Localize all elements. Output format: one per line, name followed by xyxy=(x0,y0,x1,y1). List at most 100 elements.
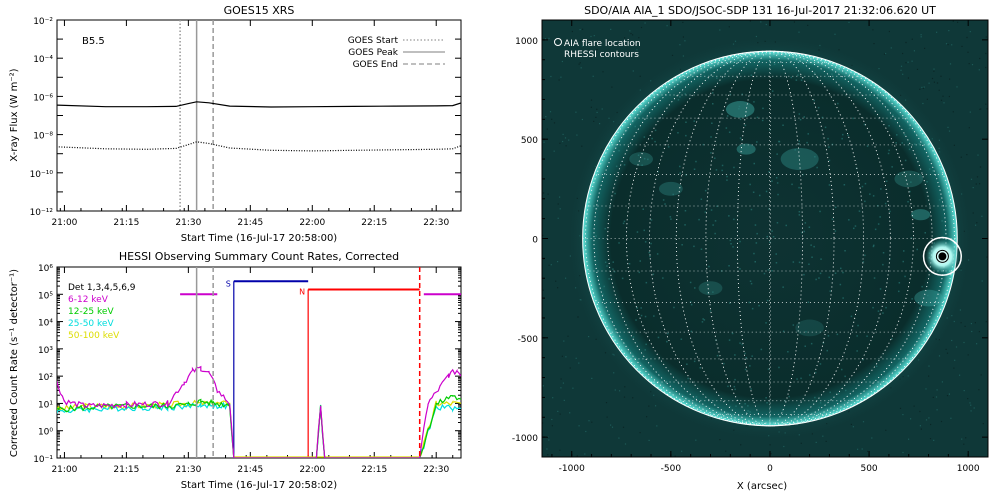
noise-pixel xyxy=(943,102,945,104)
disk-texture-pixel xyxy=(734,388,736,391)
disk-texture-pixel xyxy=(710,152,712,154)
noise-pixel xyxy=(596,111,598,113)
disk-texture-pixel xyxy=(785,224,787,227)
disk-texture-pixel xyxy=(727,385,729,388)
disk-texture-pixel xyxy=(763,272,766,275)
noise-pixel xyxy=(565,145,567,147)
noise-pixel xyxy=(560,378,562,380)
noise-pixel xyxy=(595,116,597,118)
disk-texture-pixel xyxy=(844,375,846,378)
disk-texture-pixel xyxy=(693,360,696,363)
noise-pixel xyxy=(561,60,563,63)
active-region-blob xyxy=(629,152,654,166)
noise-pixel xyxy=(581,45,583,47)
noise-pixel xyxy=(798,31,800,33)
disk-texture-pixel xyxy=(828,146,830,148)
disk-texture-pixel xyxy=(782,330,785,333)
noise-pixel xyxy=(656,425,658,427)
disk-texture-pixel xyxy=(709,310,712,312)
disk-texture-pixel xyxy=(707,292,709,294)
hessi-x-axis: 21:00 21:15 21:30 21:45 22:00 22:15 22:30 xyxy=(51,267,454,475)
disk-texture-pixel xyxy=(632,336,635,338)
disk-texture-pixel xyxy=(834,230,837,232)
noise-pixel xyxy=(976,343,978,345)
disk-texture-pixel xyxy=(690,303,693,306)
disk-texture-pixel xyxy=(803,273,805,276)
noise-pixel xyxy=(959,309,961,311)
goes-x-tick-label: 21:15 xyxy=(113,218,139,228)
noise-pixel xyxy=(941,381,943,383)
hessi-count-rates-panel: HESSI Observing Summary Count Rates, Cor… xyxy=(9,250,462,491)
noise-pixel xyxy=(970,404,972,406)
goes-x-tick-label: 21:00 xyxy=(51,218,77,228)
noise-pixel xyxy=(848,21,850,23)
noise-pixel xyxy=(956,86,958,88)
noise-pixel xyxy=(936,31,938,33)
noise-pixel xyxy=(961,438,963,440)
disk-texture-pixel xyxy=(726,115,729,117)
disk-texture-pixel xyxy=(903,250,905,252)
disk-texture-pixel xyxy=(866,145,869,147)
disk-texture-pixel xyxy=(685,134,687,137)
noise-pixel xyxy=(591,377,593,379)
noise-pixel xyxy=(953,367,955,369)
noise-pixel xyxy=(953,144,955,146)
disk-texture-pixel xyxy=(612,268,614,270)
disk-texture-pixel xyxy=(648,251,650,254)
noise-pixel xyxy=(913,50,915,52)
aia-xlabel: X (arcsec) xyxy=(737,481,787,492)
disk-texture-pixel xyxy=(716,354,719,357)
disk-texture-pixel xyxy=(694,287,696,289)
noise-pixel xyxy=(919,88,921,90)
disk-texture-pixel xyxy=(750,74,753,76)
disk-texture-pixel xyxy=(875,365,878,367)
noise-pixel xyxy=(975,183,977,185)
active-region-blob xyxy=(725,101,755,118)
disk-texture-pixel xyxy=(623,164,626,166)
noise-pixel xyxy=(972,187,974,189)
noise-pixel xyxy=(576,134,578,136)
disk-texture-pixel xyxy=(837,392,840,395)
noise-pixel xyxy=(862,421,865,423)
noise-pixel xyxy=(674,455,676,457)
disk-texture-pixel xyxy=(864,200,866,203)
disk-texture-pixel xyxy=(798,113,801,115)
disk-texture-pixel xyxy=(643,136,646,138)
noise-pixel xyxy=(938,355,941,357)
disk-texture-pixel xyxy=(754,261,756,263)
disk-texture-pixel xyxy=(938,199,941,201)
disk-texture-pixel xyxy=(712,291,714,293)
disk-texture-pixel xyxy=(778,366,780,369)
noise-pixel xyxy=(611,43,613,45)
aia-y-tick-label: 500 xyxy=(521,136,538,146)
hessi-state-S-label: S xyxy=(226,279,231,288)
hessi-x-tick-label: 22:00 xyxy=(299,465,325,475)
noise-pixel xyxy=(867,450,869,452)
disk-texture-pixel xyxy=(884,202,887,205)
hessi-legend: Det 1,3,4,5,6,9 6-12 keV 12-25 keV 25-50… xyxy=(68,283,136,341)
disk-texture-pixel xyxy=(850,315,853,318)
noise-pixel xyxy=(648,405,650,407)
disk-texture-pixel xyxy=(903,134,906,136)
noise-pixel xyxy=(623,396,626,398)
noise-pixel xyxy=(646,416,648,418)
noise-pixel xyxy=(940,75,942,77)
noise-pixel xyxy=(562,133,564,135)
noise-pixel xyxy=(632,34,634,36)
noise-pixel xyxy=(925,419,928,421)
disk-texture-pixel xyxy=(744,403,746,405)
disk-texture-pixel xyxy=(693,168,696,170)
noise-pixel xyxy=(544,38,546,40)
noise-pixel xyxy=(610,424,612,426)
noise-pixel xyxy=(883,53,886,55)
disk-texture-pixel xyxy=(834,272,837,274)
disk-texture-pixel xyxy=(760,348,763,351)
disk-texture-pixel xyxy=(873,244,875,247)
goes-y-tick-label: 10⁻² xyxy=(33,17,53,27)
noise-pixel xyxy=(644,22,646,24)
solar-active-regions xyxy=(595,60,945,413)
noise-pixel xyxy=(981,280,983,282)
disk-texture-pixel xyxy=(681,244,683,246)
disk-texture-pixel xyxy=(921,285,923,288)
disk-texture-pixel xyxy=(801,231,803,234)
